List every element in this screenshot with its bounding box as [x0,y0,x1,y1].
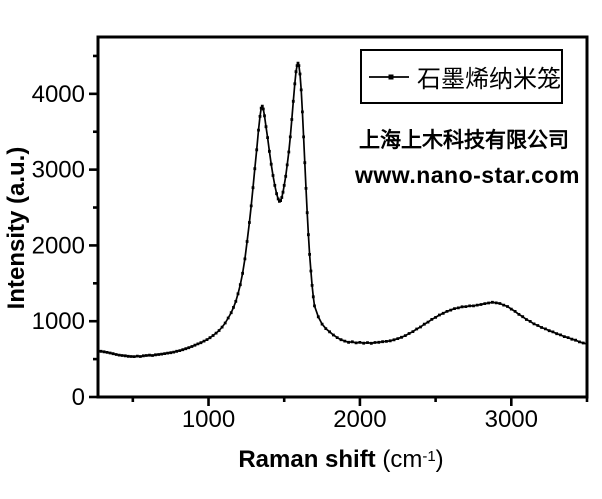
svg-text:3000: 3000 [32,157,85,184]
x-axis-unit-open: (cm [382,446,423,473]
svg-text:4000: 4000 [32,81,85,108]
watermark-website: www.nano-star.com [355,162,580,188]
x-axis-unit-close: ) [435,446,444,473]
legend-box: 石墨烯纳米笼 [360,49,563,104]
x-axis-title-main: Raman shift [238,446,383,473]
y-axis-title: Intensity (a.u.) [3,146,30,310]
svg-text:2000: 2000 [32,232,85,259]
svg-text:2000: 2000 [333,406,386,433]
svg-text:3000: 3000 [485,406,538,433]
svg-text:0: 0 [72,384,85,411]
legend-line-marker-icon [369,74,409,79]
watermark-company-name: 上海上木科技有限公司 [359,129,569,152]
svg-text:1000: 1000 [32,308,85,335]
x-axis-unit-sup: -1 [422,448,436,465]
svg-text:1000: 1000 [182,406,235,433]
legend-series-label: 石墨烯纳米笼 [417,65,561,93]
x-axis-title: Raman shift (cm-1) [238,446,443,474]
